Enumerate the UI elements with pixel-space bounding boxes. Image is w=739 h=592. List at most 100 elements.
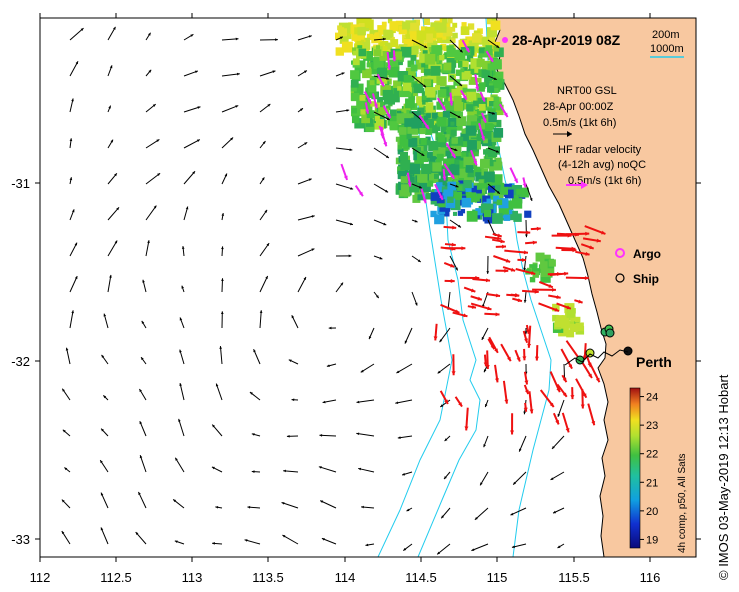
sst-pixel xyxy=(436,137,447,148)
model-vector xyxy=(107,207,120,221)
sst-pixel xyxy=(384,42,393,50)
sst-pixel xyxy=(481,183,487,189)
sst-pixel xyxy=(420,68,426,73)
sst-pixel xyxy=(490,20,501,31)
sst-pixel xyxy=(407,60,415,68)
sst-pixel xyxy=(494,47,504,58)
sst-pixel xyxy=(395,136,401,142)
sst-pixel xyxy=(436,29,447,40)
sst-pixel xyxy=(344,25,352,34)
hf-radar-vector-head xyxy=(529,409,534,414)
model-vector xyxy=(358,467,375,473)
model-vector xyxy=(179,382,185,401)
y-axis: -31 -32 -33 xyxy=(11,176,701,547)
sst-pixel xyxy=(493,101,503,111)
sst-derived-vector-head xyxy=(465,47,470,53)
sst-derived-vector-head xyxy=(514,178,518,183)
colorbar-tick-label: 24 xyxy=(646,392,658,404)
model-vector-head xyxy=(437,551,441,555)
model-vector-head xyxy=(311,248,315,252)
sst-pixel xyxy=(423,68,431,76)
sst-pixel xyxy=(370,101,376,107)
sst-pixel xyxy=(455,165,465,174)
sst-pixel xyxy=(446,177,453,183)
hf-radar-vector-head xyxy=(475,275,480,280)
sst-derived-vector-head xyxy=(522,183,527,188)
colorbar-gradient xyxy=(629,387,641,549)
model-vector-head xyxy=(385,155,389,158)
model-vector-head xyxy=(156,139,160,143)
plot-frame xyxy=(39,17,697,558)
sst-pixel xyxy=(489,159,497,167)
isobath-legend: 200m 1000m xyxy=(650,29,684,58)
sst-pixel xyxy=(508,210,519,221)
model-vector-head xyxy=(311,215,315,218)
model-vector-head xyxy=(148,32,151,36)
sst-pixel xyxy=(475,172,485,182)
ship-markers xyxy=(575,324,633,365)
sst-derived-vector-head xyxy=(365,109,370,114)
sst-pixel xyxy=(437,88,447,98)
sst-pixel xyxy=(420,26,428,33)
sst-pixel xyxy=(454,136,464,146)
sst-derived-vector-head xyxy=(387,65,392,70)
sst-pixel xyxy=(488,185,495,193)
sst-pixel xyxy=(466,182,472,188)
model-vector xyxy=(436,543,451,555)
model-vector-head xyxy=(71,98,74,102)
model-vector-head xyxy=(253,349,256,353)
sst-pixel xyxy=(363,50,374,61)
sst-derived-vector-head xyxy=(439,195,443,200)
model-vector-head xyxy=(291,398,295,402)
sst-pixel xyxy=(566,329,575,338)
sst-pixel xyxy=(473,166,484,177)
sst-pixel xyxy=(540,266,552,278)
sst-pixel xyxy=(414,179,424,189)
sst-pixel xyxy=(493,128,504,138)
sst-pixel xyxy=(365,87,376,99)
sst-pixel xyxy=(484,214,494,224)
hf-radar-vector-head xyxy=(548,284,553,288)
sst-derived-vector-head xyxy=(373,103,378,109)
sst-pixel xyxy=(393,51,403,60)
sst-pixel xyxy=(454,191,462,200)
model-vector-head xyxy=(406,508,410,512)
sst-pixel xyxy=(398,127,407,135)
sst-pixel xyxy=(488,192,494,198)
model-vector xyxy=(178,418,185,437)
sst-pixel xyxy=(418,103,425,109)
model-vector-head xyxy=(486,271,490,274)
sst-pixel xyxy=(354,118,365,129)
model-vector-head xyxy=(251,433,255,436)
hf-radar-vector xyxy=(504,249,529,254)
model-vector xyxy=(487,219,496,237)
sst-pixel xyxy=(411,117,423,129)
sst-pixel xyxy=(393,80,401,89)
model-vector xyxy=(259,310,262,329)
sst-pixel xyxy=(423,18,430,25)
model-vector-head xyxy=(349,222,353,226)
sst-pixel xyxy=(397,86,402,91)
sst-pixel xyxy=(532,271,539,278)
hf-radar-vector-head xyxy=(552,287,556,292)
model-vector-head xyxy=(496,190,500,194)
model-vector xyxy=(145,205,157,221)
sst-pixel xyxy=(361,114,370,124)
hf-radar-vector-head xyxy=(461,246,466,251)
sst-pixel xyxy=(483,171,495,183)
model-vector-head xyxy=(142,279,145,283)
model-vector-head xyxy=(196,139,200,142)
hf-radar-vector-head xyxy=(452,225,457,230)
sst-pixel xyxy=(366,110,375,119)
sst-pixel xyxy=(524,210,532,218)
sst-pixel xyxy=(466,192,477,203)
sst-pixel xyxy=(493,161,503,171)
sst-pixel xyxy=(447,196,454,203)
model-vector xyxy=(474,507,489,521)
sst-derived-vector-head xyxy=(422,198,427,204)
sst-pixel xyxy=(487,85,495,93)
sst-pixel xyxy=(368,83,377,93)
sst-pixel xyxy=(434,214,445,225)
sst-pixel xyxy=(540,272,551,283)
model-vector xyxy=(174,457,185,473)
